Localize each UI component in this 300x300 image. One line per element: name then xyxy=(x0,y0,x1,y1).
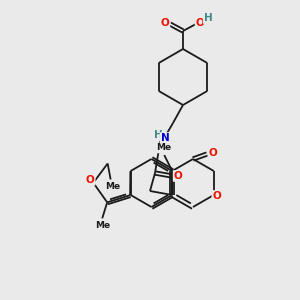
Text: N: N xyxy=(160,133,169,143)
Text: O: O xyxy=(160,18,169,28)
Text: O: O xyxy=(196,18,204,28)
Text: O: O xyxy=(212,191,221,201)
Text: Me: Me xyxy=(95,221,110,230)
Text: O: O xyxy=(86,175,95,185)
Text: H: H xyxy=(204,13,212,23)
Text: Me: Me xyxy=(156,143,171,152)
Text: O: O xyxy=(208,148,217,158)
Text: Me: Me xyxy=(105,182,120,191)
Text: H: H xyxy=(154,130,162,140)
Text: O: O xyxy=(174,171,182,181)
